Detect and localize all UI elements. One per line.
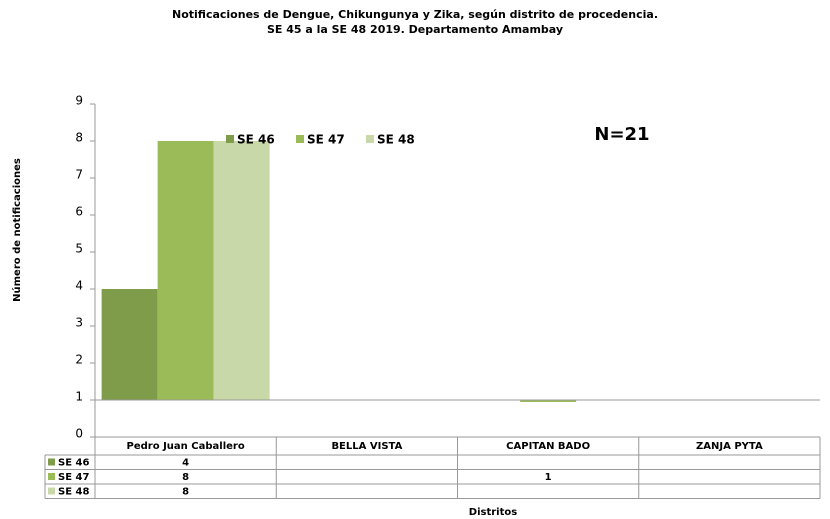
legend-label: SE 48 — [377, 133, 415, 147]
legend-swatch — [48, 473, 55, 480]
x-axis-label: Distritos — [469, 507, 517, 518]
y-tick-label: 9 — [75, 94, 83, 108]
x-tick-label: CAPITAN BADO — [506, 441, 590, 452]
x-tick-label: BELLA VISTA — [331, 441, 402, 452]
row-label: SE 48 — [58, 487, 89, 498]
row-label: SE 47 — [58, 472, 89, 483]
legend-label: SE 46 — [237, 133, 275, 147]
legend-swatch — [48, 487, 55, 495]
legend-swatch — [366, 135, 374, 143]
y-tick-label: 6 — [75, 205, 83, 219]
bar — [520, 400, 577, 402]
bar — [157, 141, 214, 400]
y-tick-label: 1 — [75, 390, 83, 404]
x-tick-label: Pedro Juan Caballero — [127, 441, 245, 452]
legend-label: SE 47 — [307, 133, 345, 147]
legend-swatch — [48, 458, 55, 466]
chart-title: Notificaciones de Dengue, Chikungunya y … — [172, 8, 658, 21]
y-tick-label: 5 — [75, 242, 83, 256]
y-axis-label: Número de notificaciones — [11, 158, 23, 302]
y-tick-label: 8 — [75, 131, 83, 145]
table-value: 8 — [182, 472, 189, 483]
x-tick-label: ZANJA PYTA — [696, 441, 763, 452]
chart-subtitle: SE 45 a la SE 48 2019. Departamento Amam… — [267, 23, 563, 36]
y-tick-label: 3 — [75, 316, 83, 330]
y-tick-label: 7 — [75, 168, 83, 182]
y-tick-label: 2 — [75, 353, 83, 367]
bar — [213, 141, 270, 400]
annotation: N=21 — [594, 124, 649, 145]
table-value: 4 — [182, 458, 189, 469]
y-tick-label: 4 — [75, 279, 83, 293]
y-tick-label: 0 — [75, 427, 83, 441]
table-value: 1 — [545, 472, 552, 483]
table-value: 8 — [182, 487, 189, 498]
legend-swatch — [296, 135, 304, 143]
bar — [101, 289, 158, 400]
row-label: SE 46 — [58, 458, 89, 469]
legend-swatch — [226, 135, 234, 143]
